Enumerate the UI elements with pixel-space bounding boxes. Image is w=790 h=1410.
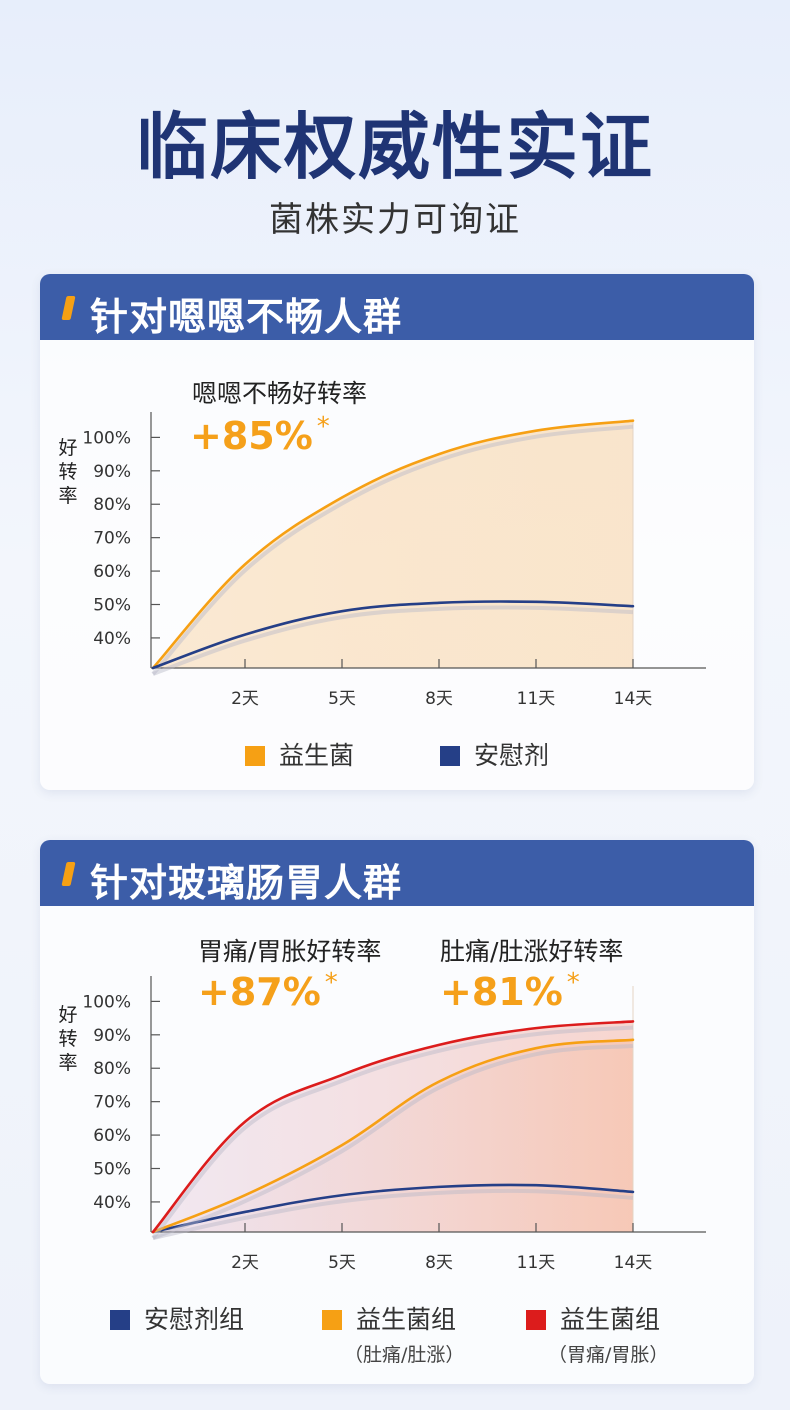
legend-label: 益生菌组 [560, 1305, 661, 1334]
navy-swatch-icon [440, 746, 460, 766]
y-axis-label: 好转率 [58, 437, 78, 507]
legend-item-placebo: 安慰剂 [440, 736, 549, 772]
series-shadow [152, 1043, 634, 1240]
x-tick-label: 11天 [517, 1253, 556, 1273]
y-tick-label: 100% [82, 428, 131, 448]
series-line [151, 1038, 635, 1234]
series-shadow [152, 605, 634, 676]
y-tick-label: 60% [93, 1126, 131, 1146]
y-tick-label: 70% [93, 529, 131, 549]
y-tick-label: 100% [82, 992, 131, 1012]
legend-sublabel: （胃痛/胃胀） [548, 1344, 669, 1366]
series-shadow [151, 424, 634, 676]
stat-note: * [316, 412, 330, 442]
legend-label: 益生菌 [279, 741, 355, 770]
legend-item-probiotic-stomach: 益生菌组 [526, 1300, 660, 1336]
legend-label: 安慰剂组 [144, 1305, 245, 1334]
legend-item-probiotic: 益生菌 [245, 736, 354, 772]
stat-number: +85% [190, 414, 313, 458]
series-shadow [151, 1025, 634, 1240]
y-tick-label: 60% [93, 562, 131, 582]
card-header: 针对玻璃肠胃人群 [40, 840, 754, 906]
page-subtitle: 菌株实力可询证 [269, 200, 521, 240]
y-tick-label: 80% [93, 1059, 131, 1079]
legend-item-probiotic-belly: 益生菌组 [322, 1300, 456, 1336]
y-tick-label: 40% [93, 629, 131, 649]
stat-value: +85% * [190, 412, 330, 458]
series-line [151, 419, 635, 670]
legend-item-placebo-group: 安慰剂组 [110, 1300, 244, 1336]
series-shadow [152, 1188, 634, 1240]
y-tick-label: 50% [93, 596, 131, 616]
stat-label: 胃痛/胃胀好转率 [198, 937, 382, 966]
y-tick-label: 50% [93, 1160, 131, 1180]
x-tick-label: 5天 [328, 1253, 356, 1273]
y-tick-label: 90% [93, 462, 131, 482]
stat-number: +87% [198, 970, 321, 1014]
stat-value: +81% * [440, 968, 580, 1014]
legend-label: 安慰剂 [474, 741, 550, 770]
y-axis-label: 好转率 [58, 1004, 78, 1074]
x-tick-label: 8天 [425, 1253, 453, 1273]
stat-note: * [566, 968, 580, 998]
y-tick-label: 40% [93, 1193, 131, 1213]
x-tick-label: 5天 [328, 689, 356, 709]
card-title: 针对玻璃肠胃人群 [90, 861, 403, 905]
stat-number: +81% [440, 970, 563, 1014]
sensitive-stomach-card: 针对玻璃肠胃人群 40% 50% 60% 70% 80% 90% 100% 2天 5天 8天 11天… [40, 840, 754, 1384]
x-tick-label: 11天 [517, 689, 556, 709]
x-tick-label: 14天 [614, 1253, 653, 1273]
series-line [151, 1020, 635, 1234]
legend-label: 益生菌组 [356, 1305, 457, 1334]
area-fill [153, 420, 633, 668]
y-tick-label: 90% [93, 1026, 131, 1046]
series-line [151, 1183, 635, 1234]
orange-swatch-icon [322, 1310, 342, 1330]
page-title: 临床权威性实证 [135, 105, 654, 189]
navy-swatch-icon [110, 1310, 130, 1330]
card-title: 针对嗯嗯不畅人群 [90, 295, 403, 339]
x-tick-label: 8天 [425, 689, 453, 709]
orange-swatch-icon [245, 746, 265, 766]
constipation-card: 针对嗯嗯不畅人群 40% 50% 60% 70% 80% 90% 100% 2天 5天 8天 11天… [40, 274, 754, 790]
x-tick-label: 14天 [614, 689, 653, 709]
legend-sublabel: （肚痛/肚涨） [344, 1344, 465, 1366]
red-swatch-icon [526, 1310, 546, 1330]
stat-label: 肚痛/肚涨好转率 [440, 937, 624, 966]
stat-note: * [324, 968, 338, 998]
series-line [151, 600, 635, 670]
line-chart: 40% 50% 60% 70% 80% 90% 100% 2天 5天 8天 11天 14天 [82, 976, 706, 1273]
line-chart: 40% 50% 60% 70% 80% 90% 100% 2天 5天 8天 11天 14天 [82, 412, 706, 709]
y-tick-label: 70% [93, 1093, 131, 1113]
x-tick-label: 2天 [231, 689, 259, 709]
card-header: 针对嗯嗯不畅人群 [40, 274, 754, 340]
stat-label: 嗯嗯不畅好转率 [192, 379, 368, 408]
y-tick-label: 80% [93, 495, 131, 515]
stat-value: +87% * [198, 968, 338, 1014]
x-tick-label: 2天 [231, 1253, 259, 1273]
